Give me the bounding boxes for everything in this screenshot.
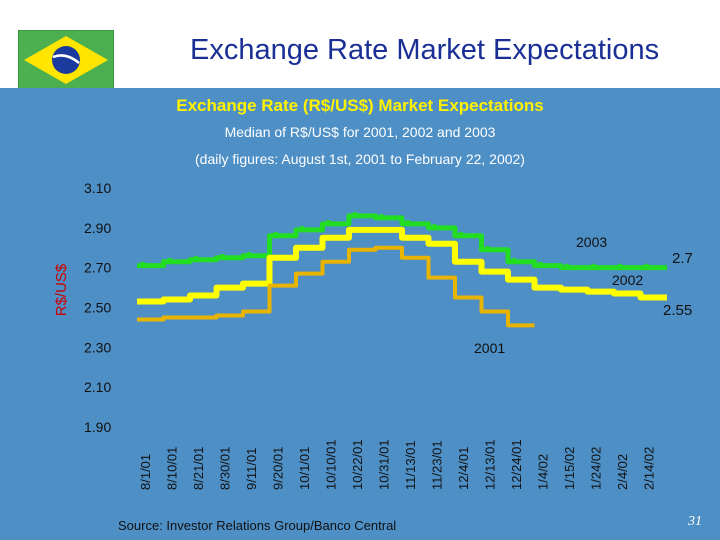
x-tick-label: 1/24/02 [589,447,604,490]
y-axis-label: R$/US$ [53,263,70,316]
series-point-2003 [431,223,438,230]
series-point-2003 [537,261,544,268]
series-point-2003 [511,257,517,264]
series-line-2002 [137,226,667,305]
series-point-2003 [617,263,623,270]
series-point-2003 [643,263,650,270]
end-value-label-2003: 2.7 [672,250,693,267]
x-tick-label: 9/20/01 [271,447,286,490]
x-tick-label: 9/11/01 [244,448,259,490]
x-tick-label: 12/24/01 [509,439,524,490]
x-tick-label: 1/4/02 [536,454,551,490]
series-point-2003 [140,261,146,268]
x-tick-label: 1/15/02 [562,447,577,490]
series-point-2003 [352,211,358,218]
series-point-2003 [378,213,385,220]
x-tick-label: 12/4/01 [456,447,471,490]
y-tick-label: 2.70 [84,260,111,276]
x-tick-label: 8/21/01 [191,447,206,490]
series-line-2001 [137,245,535,328]
x-tick-label: 10/1/01 [297,447,312,490]
x-tick-label: 8/30/01 [218,447,233,490]
series-point-2003 [193,255,199,262]
x-tick-label: 10/22/01 [350,439,365,490]
series-point-2003 [405,219,411,226]
series-label-2001: 2001 [474,340,505,356]
slide-title: Exchange Rate Market Expectations [190,34,660,66]
x-tick-label: 8/10/01 [165,447,180,490]
series-label-2002: 2002 [612,272,643,288]
y-tick-label: 2.30 [84,339,111,355]
series-point-2003 [219,253,226,260]
series-point-2003 [564,263,570,270]
x-tick-label: 8/1/01 [138,454,153,490]
series-label-2003: 2003 [576,234,607,250]
series-point-2003 [272,231,279,238]
y-tick-label: 2.90 [84,220,111,236]
source-note: Source: Investor Relations Group/Banco C… [118,518,397,533]
end-value-label-2002: 2.55 [663,302,692,319]
brazil-flag-icon [18,30,114,90]
series-point-2003 [299,225,305,232]
series-line-2003 [137,213,667,271]
y-tick-label: 2.10 [84,379,111,395]
y-tick-label: 1.90 [84,419,111,435]
slide-header [0,0,720,88]
x-tick-label: 10/10/01 [324,439,339,490]
chart-subtitle: Median of R$/US$ for 2001, 2002 and 2003 [224,124,496,140]
y-tick-label: 3.10 [84,180,111,196]
chart-title: Exchange Rate (R$/US$) Market Expectatio… [176,96,544,115]
page-number: 31 [688,514,702,529]
series-point-2003 [166,257,173,264]
series-point-2003 [458,231,464,238]
x-tick-label: 2/4/02 [615,454,630,490]
x-tick-label: 2/14/02 [642,447,657,490]
x-tick-label: 11/13/01 [403,440,418,490]
series-point-2003 [484,245,491,252]
x-tick-label: 10/31/01 [377,439,392,490]
chart-note: (daily figures: August 1st, 2001 to Febr… [195,151,525,167]
series-point-2003 [246,251,252,258]
series-point-2003 [325,219,332,226]
chart-panel [0,88,720,540]
x-tick-label: 12/13/01 [483,439,498,490]
y-tick-label: 2.50 [84,300,111,316]
x-tick-label: 11/23/01 [430,440,445,490]
series-point-2003 [590,263,597,270]
